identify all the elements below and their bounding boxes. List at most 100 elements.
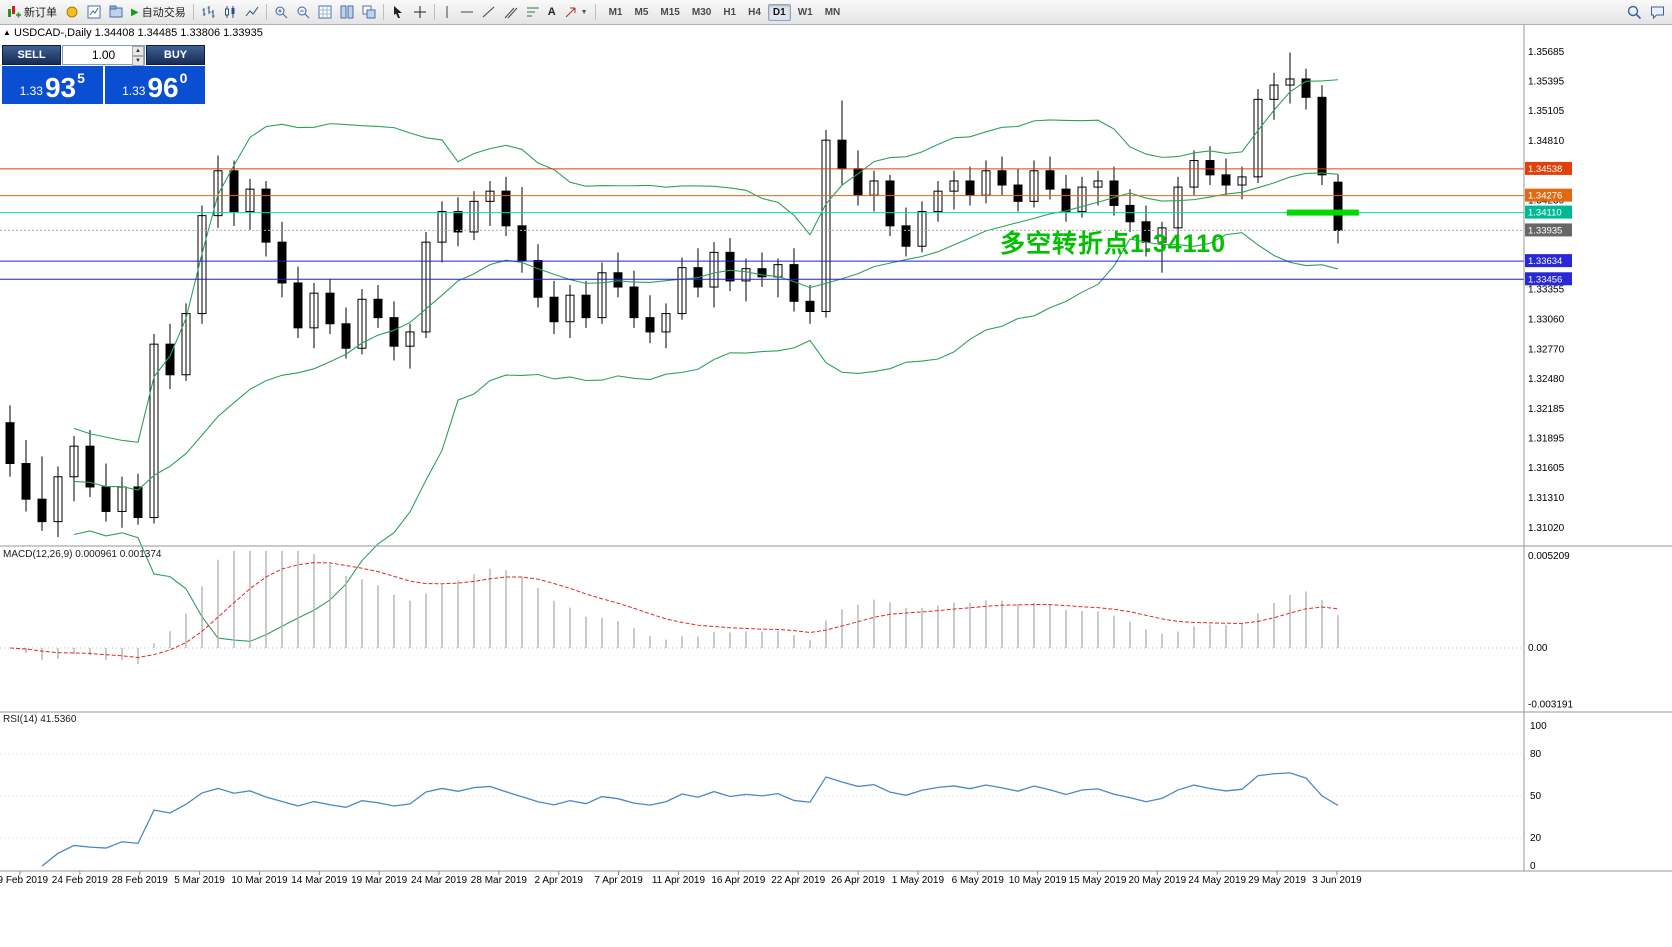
chevron-down-icon: ▼ — [580, 8, 588, 16]
svg-text:1.31895: 1.31895 — [1528, 434, 1565, 445]
navigator-icon — [109, 5, 123, 19]
tile-windows-icon — [340, 5, 354, 19]
toolbar-right-group — [1623, 1, 1669, 23]
timeframe-d1-button[interactable]: D1 — [767, 3, 791, 21]
buy-button[interactable]: BUY — [146, 45, 205, 65]
svg-text:1.33935: 1.33935 — [1528, 225, 1562, 236]
new-order-button[interactable]: 新订单 — [3, 1, 61, 23]
buy-price-big: 96 — [147, 72, 179, 103]
timeframe-m30-button[interactable]: M30 — [691, 6, 712, 18]
svg-text:28 Feb 2019: 28 Feb 2019 — [112, 875, 169, 886]
svg-text:0.00: 0.00 — [1528, 643, 1548, 654]
svg-text:14 Mar 2019: 14 Mar 2019 — [291, 875, 348, 886]
svg-text:1.35105: 1.35105 — [1528, 106, 1565, 117]
crosshair-tool-button[interactable] — [409, 1, 431, 23]
sell-button[interactable]: SELL — [2, 45, 61, 65]
zoom-in-icon — [274, 5, 288, 19]
svg-text:22 Apr 2019: 22 Apr 2019 — [771, 875, 825, 886]
timeframe-w1-button[interactable]: W1 — [797, 6, 813, 18]
volume-spinner: ▲ ▼ — [132, 46, 144, 66]
cursor-tool-button[interactable] — [387, 1, 409, 23]
tile-windows-button[interactable] — [336, 1, 358, 23]
navigator-button[interactable] — [105, 1, 127, 23]
new-order-icon — [7, 5, 21, 19]
svg-text:2 Apr 2019: 2 Apr 2019 — [535, 875, 584, 886]
timeframe-m5-button[interactable]: M5 — [634, 6, 649, 18]
fibonacci-tool-button[interactable] — [522, 1, 544, 23]
one-click-trading-panel: SELL 1.00 ▲ ▼ BUY 1.33 93 5 1.33 96 0 — [2, 45, 205, 104]
svg-text:1.34276: 1.34276 — [1528, 191, 1562, 202]
svg-text:80: 80 — [1530, 749, 1542, 760]
grid-button[interactable] — [314, 1, 336, 23]
volume-up-button[interactable]: ▲ — [132, 46, 144, 56]
bar-chart-mode-button[interactable] — [197, 1, 219, 23]
svg-text:24 May 2019: 24 May 2019 — [1188, 875, 1246, 886]
svg-text:1.34538: 1.34538 — [1528, 164, 1562, 175]
auto-trading-label: 自动交易 — [141, 7, 186, 19]
text-tool-button[interactable]: A — [544, 1, 560, 23]
trendline-tool-button[interactable] — [478, 1, 500, 23]
sell-price-button[interactable]: 1.33 93 5 — [2, 66, 103, 104]
grid-icon — [318, 5, 332, 19]
new-order-label: 新订单 — [24, 7, 57, 19]
crosshair-icon — [413, 5, 427, 19]
svg-text:10 Mar 2019: 10 Mar 2019 — [231, 875, 288, 886]
volume-field[interactable]: 1.00 ▲ ▼ — [62, 45, 145, 66]
pivot-marker-bar — [1286, 209, 1359, 216]
timeframe-h4-button[interactable]: H4 — [748, 6, 761, 18]
svg-text:1.34110: 1.34110 — [1528, 208, 1562, 219]
rsi-line — [41, 772, 1339, 867]
svg-text:1.35395: 1.35395 — [1528, 77, 1565, 88]
chat-icon — [1650, 5, 1665, 20]
one-click-collapse-arrow[interactable]: ▲ — [3, 28, 11, 37]
rsi-indicator-label: RSI(14) 41.5360 — [3, 714, 77, 725]
timeframe-m15-button[interactable]: M15 — [660, 6, 680, 18]
svg-text:0.005209: 0.005209 — [1528, 551, 1570, 562]
buy-price-button[interactable]: 1.33 96 0 — [104, 66, 205, 104]
indicators-button[interactable] — [61, 1, 83, 23]
cascade-windows-icon — [362, 5, 376, 19]
volume-value: 1.00 — [91, 48, 116, 62]
market-watch-button[interactable] — [83, 1, 105, 23]
separator — [192, 4, 194, 20]
symbol-ohlc-header: USDCAD-,Daily 1.34408 1.34485 1.33806 1.… — [14, 27, 263, 39]
svg-text:20: 20 — [1530, 833, 1542, 844]
price-tag: 1.33634 — [1525, 254, 1572, 268]
svg-text:7 Apr 2019: 7 Apr 2019 — [594, 875, 643, 886]
market-watch-icon — [87, 5, 101, 19]
candlestick-mode-button[interactable] — [219, 1, 241, 23]
arrow-tool-button[interactable]: ▼ — [560, 1, 592, 23]
zoom-out-button[interactable] — [292, 1, 314, 23]
search-button[interactable] — [1623, 1, 1646, 23]
price-tag: 1.33935 — [1525, 223, 1572, 237]
vertical-line-tool-button[interactable] — [438, 1, 456, 23]
auto-trading-button[interactable]: ▶ 自动交易 — [127, 1, 190, 23]
separator — [382, 4, 384, 20]
svg-text:5 Mar 2019: 5 Mar 2019 — [174, 875, 225, 886]
timeframe-bar: M1 M5 M15 M30 H1 H4 D1 W1 MN — [603, 3, 847, 21]
price-tag: 1.34538 — [1525, 161, 1572, 175]
svg-text:28 Mar 2019: 28 Mar 2019 — [471, 875, 528, 886]
horizontal-line-tool-button[interactable] — [456, 1, 478, 23]
toolbar: 新订单 ▶ 自动交易 — [0, 0, 1672, 25]
bar-chart-icon — [201, 5, 215, 19]
feedback-button[interactable] — [1646, 1, 1669, 23]
svg-text:1.33060: 1.33060 — [1528, 315, 1565, 326]
svg-text:26 Apr 2019: 26 Apr 2019 — [831, 875, 885, 886]
separator — [433, 4, 435, 20]
macd-indicator-label: MACD(12,26,9) 0.000961 0.001374 — [3, 549, 162, 560]
timeframe-h1-button[interactable]: H1 — [723, 6, 737, 18]
zoom-in-button[interactable] — [270, 1, 292, 23]
svg-text:1.34810: 1.34810 — [1528, 136, 1565, 147]
cascade-windows-button[interactable] — [358, 1, 380, 23]
channel-tool-button[interactable] — [500, 1, 522, 23]
line-chart-mode-button[interactable] — [241, 1, 263, 23]
timeframe-mn-button[interactable]: MN — [824, 6, 841, 18]
timeframe-m1-button[interactable]: M1 — [608, 6, 623, 18]
text-tool-icon: A — [547, 6, 556, 18]
svg-text:1.32770: 1.32770 — [1528, 344, 1565, 355]
pivot-annotation-text[interactable]: 多空转折点1.34110 — [1000, 230, 1226, 258]
volume-down-button[interactable]: ▼ — [132, 56, 144, 66]
